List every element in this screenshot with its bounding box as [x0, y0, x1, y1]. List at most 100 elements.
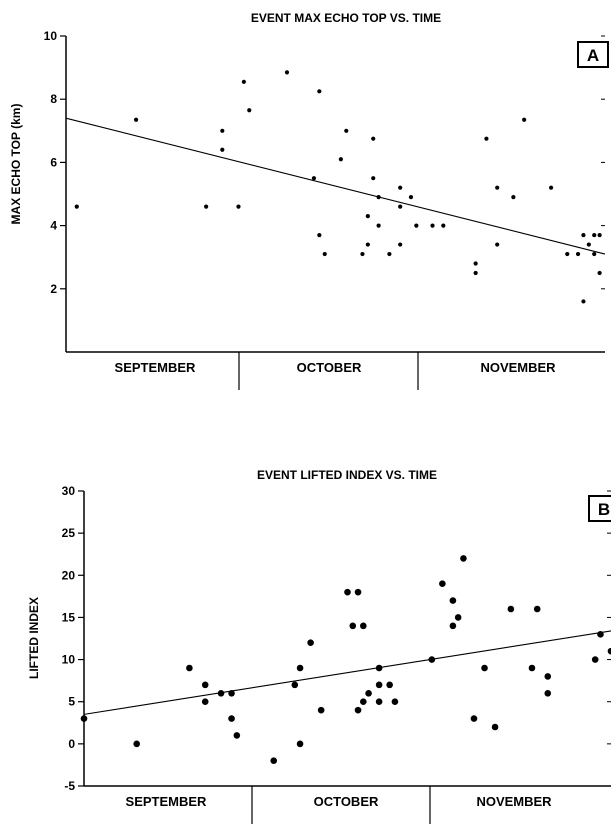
data-point	[375, 664, 383, 672]
chart-b: EVENT LIFTED INDEX VS. TIME LIFTED INDEX…	[27, 468, 611, 824]
data-point	[597, 270, 602, 276]
data-point	[201, 681, 209, 689]
trend-line	[83, 630, 611, 715]
data-point	[495, 185, 500, 190]
data-point	[575, 251, 581, 257]
data-point	[544, 689, 552, 697]
data-point	[201, 698, 209, 706]
data-point	[454, 614, 462, 621]
chart-a-months: SEPTEMBER OCTOBER NOVEMBER	[115, 352, 556, 390]
data-point	[228, 715, 235, 722]
data-point	[344, 588, 351, 596]
data-point	[376, 195, 381, 200]
data-point	[375, 698, 383, 706]
chart-b-marks	[80, 491, 611, 787]
chart-a-panel-label-box	[577, 41, 609, 68]
y-tick-label: 0	[68, 737, 75, 751]
data-point	[284, 70, 290, 75]
chart-b-title: EVENT LIFTED INDEX VS. TIME	[257, 468, 437, 482]
y-tick-label: 2	[50, 282, 57, 296]
chart-a-marks	[65, 36, 606, 353]
data-point	[296, 664, 304, 672]
chart-a: EVENT MAX ECHO TOP VS. TIME MAX ECHO TOP…	[9, 11, 609, 390]
month-label: OCTOBER	[314, 794, 379, 809]
y-tick-label: 20	[62, 568, 76, 582]
data-point	[460, 555, 467, 562]
data-point	[597, 232, 602, 238]
chart-b-panel-label: B	[598, 500, 610, 519]
data-point	[360, 251, 365, 257]
data-point	[360, 698, 367, 706]
data-point	[473, 261, 478, 266]
data-point	[586, 242, 591, 247]
data-point	[430, 223, 435, 228]
data-point	[220, 128, 225, 133]
data-point	[317, 232, 322, 238]
chart-b-ylabel: LIFTED INDEX	[27, 597, 41, 679]
data-point	[387, 251, 392, 257]
data-point	[470, 715, 478, 722]
data-point	[544, 673, 552, 680]
data-point	[565, 251, 570, 257]
data-point	[204, 204, 209, 209]
data-point	[607, 647, 611, 655]
data-point	[495, 242, 500, 247]
data-point	[484, 136, 489, 141]
data-point	[533, 605, 541, 613]
data-point	[597, 630, 604, 638]
month-label: NOVEMBER	[480, 360, 556, 375]
chart-b-yticks: -5 0 5 10 15 20 25 30	[62, 484, 611, 793]
data-point	[133, 117, 139, 122]
data-point	[344, 128, 349, 133]
data-point	[296, 740, 304, 748]
data-point	[371, 176, 376, 181]
data-point	[270, 757, 278, 765]
data-point	[338, 157, 343, 162]
data-point	[592, 251, 597, 257]
data-point	[317, 89, 322, 94]
y-tick-label: 8	[50, 92, 57, 106]
data-point	[491, 723, 499, 731]
data-point	[371, 136, 376, 141]
chart-a-title: EVENT MAX ECHO TOP VS. TIME	[251, 11, 441, 25]
data-point	[391, 698, 399, 706]
data-point	[591, 656, 599, 663]
data-point	[365, 242, 370, 247]
data-point	[522, 117, 527, 122]
data-point	[481, 664, 488, 672]
data-point	[375, 681, 383, 689]
chart-b-months: SEPTEMBER OCTOBER NOVEMBER	[126, 786, 552, 824]
data-point	[241, 79, 246, 84]
month-label: OCTOBER	[297, 360, 362, 375]
data-point	[354, 706, 362, 714]
chart-a-yticks: 2 4 6 8 10	[44, 29, 605, 296]
data-point	[228, 689, 235, 697]
data-point	[441, 223, 446, 228]
data-point	[349, 622, 357, 630]
y-tick-label: 10	[62, 653, 76, 667]
data-point	[80, 715, 88, 722]
y-tick-label: 4	[50, 219, 57, 233]
data-point	[549, 185, 554, 190]
y-tick-label: 5	[68, 695, 75, 709]
data-point	[365, 689, 372, 697]
data-point	[386, 681, 393, 689]
data-point	[439, 580, 446, 588]
data-point	[511, 195, 516, 200]
data-point	[449, 622, 457, 630]
trend-line	[65, 117, 606, 255]
y-tick-label: 10	[44, 29, 58, 43]
data-point	[307, 639, 314, 647]
data-point	[376, 223, 381, 228]
data-point	[528, 664, 536, 672]
month-label: NOVEMBER	[476, 794, 552, 809]
data-point	[133, 740, 140, 748]
data-point	[217, 689, 225, 697]
data-point	[360, 622, 367, 630]
data-point	[507, 605, 515, 613]
chart-b-panel-label-box	[588, 495, 611, 522]
data-point	[317, 706, 325, 714]
chart-a-panel-label: A	[587, 46, 599, 65]
data-point	[322, 251, 327, 257]
data-point	[449, 597, 457, 604]
